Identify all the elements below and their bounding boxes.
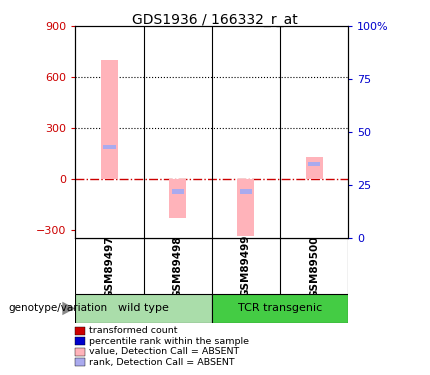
Text: percentile rank within the sample: percentile rank within the sample xyxy=(89,337,249,346)
Text: GSM89497: GSM89497 xyxy=(104,235,114,298)
Bar xyxy=(103,145,116,149)
Bar xyxy=(306,157,322,179)
Text: TCR transgenic: TCR transgenic xyxy=(238,303,322,313)
Text: GSM89500: GSM89500 xyxy=(309,235,319,297)
Bar xyxy=(169,179,186,218)
Text: transformed count: transformed count xyxy=(89,326,178,335)
Bar xyxy=(212,294,348,322)
Text: value, Detection Call = ABSENT: value, Detection Call = ABSENT xyxy=(89,347,239,356)
Text: wild type: wild type xyxy=(118,303,169,313)
Bar xyxy=(75,294,212,322)
Bar xyxy=(308,162,320,166)
Bar xyxy=(101,60,118,179)
Text: genotype/variation: genotype/variation xyxy=(9,303,108,313)
Bar xyxy=(172,189,184,194)
Text: GSM89499: GSM89499 xyxy=(241,235,251,297)
Text: rank, Detection Call = ABSENT: rank, Detection Call = ABSENT xyxy=(89,358,235,367)
Text: GDS1936 / 166332_r_at: GDS1936 / 166332_r_at xyxy=(132,13,298,27)
Bar xyxy=(237,179,255,236)
Bar xyxy=(240,189,252,194)
Polygon shape xyxy=(62,302,75,315)
Text: GSM89498: GSM89498 xyxy=(172,235,183,297)
